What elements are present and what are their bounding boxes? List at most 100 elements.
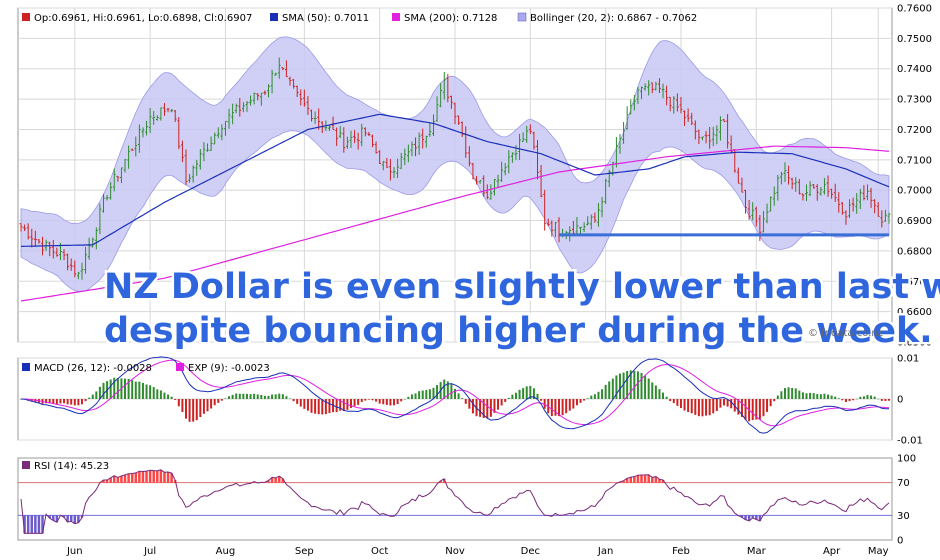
macd-histogram-bar bbox=[633, 370, 636, 399]
macd-histogram-bar bbox=[360, 399, 363, 402]
macd-histogram-bar bbox=[844, 399, 847, 402]
macd-histogram-bar bbox=[113, 377, 116, 399]
price-y-tick-label: 0.7600 bbox=[897, 4, 932, 15]
macd-histogram-bar bbox=[213, 399, 216, 406]
macd-histogram-bar bbox=[640, 373, 643, 399]
macd-histogram-bar bbox=[783, 388, 786, 399]
macd-histogram-bar bbox=[644, 375, 647, 399]
macd-histogram-bar bbox=[393, 399, 396, 406]
macd-histogram-bar bbox=[88, 397, 91, 399]
macd-histogram-bar bbox=[52, 399, 55, 404]
macd-histogram-bar bbox=[367, 399, 370, 400]
macd-histogram-bar bbox=[597, 391, 600, 399]
x-axis: Jun Jul Aug Sep Oct Nov Dec Jan Feb Mar Apr May bbox=[66, 546, 889, 557]
macd-histogram-bar bbox=[755, 399, 758, 420]
rsi-y-tick-label: 70 bbox=[897, 478, 910, 489]
macd-histogram-bar bbox=[371, 399, 374, 401]
macd-histogram-bar bbox=[708, 399, 711, 416]
macd-histogram-bar bbox=[715, 399, 718, 411]
macd-histogram-bar bbox=[712, 399, 715, 414]
macd-histogram-bar bbox=[812, 393, 815, 399]
macd-histogram-bar bbox=[48, 399, 51, 404]
macd-histogram-bar bbox=[30, 399, 33, 402]
macd-histogram-bar bbox=[357, 399, 360, 405]
macd-histogram-bar bbox=[464, 399, 467, 404]
macd-histogram-bar bbox=[701, 399, 704, 417]
month-tick-label-feb: Feb bbox=[672, 546, 690, 557]
sma50-legend-swatch bbox=[270, 13, 278, 21]
macd-histogram-bar bbox=[694, 399, 697, 415]
macd-histogram-bar bbox=[809, 392, 812, 399]
macd-histogram-bar bbox=[618, 373, 621, 399]
macd-histogram-bar bbox=[629, 370, 632, 399]
macd-histogram-bar bbox=[654, 385, 657, 399]
rsi-y-tick-label: 100 bbox=[897, 454, 916, 465]
macd-histogram-bar bbox=[138, 381, 141, 399]
macd-histogram-bar bbox=[63, 399, 66, 404]
macd-histogram-bar bbox=[819, 394, 822, 399]
macd-histogram-bar bbox=[737, 399, 740, 415]
macd-histogram-bar bbox=[242, 393, 245, 399]
sma200-legend-swatch bbox=[392, 13, 400, 21]
headline-line-2: despite bouncing higher during the week. bbox=[104, 311, 933, 351]
macd-histogram-bar bbox=[518, 389, 521, 399]
macd-histogram-bar bbox=[880, 399, 883, 401]
macd-histogram-bar bbox=[167, 394, 170, 399]
macd-histogram-bar bbox=[805, 393, 808, 399]
bollinger-legend-swatch bbox=[517, 12, 527, 22]
macd-histogram-bar bbox=[798, 390, 801, 399]
macd-histogram-bar bbox=[414, 393, 417, 399]
macd-histogram-bar bbox=[801, 392, 804, 399]
macd-histogram-bar bbox=[583, 399, 586, 401]
month-tick-label-jun: Jun bbox=[66, 546, 83, 557]
macd-histogram-bar bbox=[403, 398, 406, 400]
macd-y-tick-label: -0.01 bbox=[897, 436, 923, 447]
macd-histogram-bar bbox=[482, 399, 485, 419]
macd-histogram-bar bbox=[877, 398, 880, 400]
macd-histogram-bar bbox=[321, 399, 324, 415]
rsi-y-tick-label: 0 bbox=[897, 536, 903, 547]
macd-histogram-bar bbox=[66, 399, 69, 405]
macd-histogram-bar bbox=[816, 393, 819, 399]
macd-histogram-bar bbox=[382, 399, 385, 405]
macd-histogram-bar bbox=[859, 396, 862, 399]
bollinger-legend-text: Bollinger (20, 2): 0.6867 - 0.7062 bbox=[530, 13, 697, 24]
macd-histogram-bar bbox=[210, 399, 213, 409]
macd-histogram-bar bbox=[443, 379, 446, 399]
price-y-tick-label: 0.7000 bbox=[897, 186, 932, 197]
price-panel: 0.7600 0.7500 0.7400 0.7300 0.7200 0.7100 0.70… bbox=[17, 4, 932, 540]
macd-histogram-bar bbox=[558, 399, 561, 417]
exp-legend-text: EXP (9): -0.0023 bbox=[188, 363, 270, 374]
macd-histogram-bar bbox=[328, 399, 331, 414]
macd-histogram-bar bbox=[306, 399, 309, 411]
macd-histogram-bar bbox=[855, 398, 858, 400]
macd-histogram-bar bbox=[504, 399, 507, 402]
price-legend: Op:0.6961, Hi:0.6961, Lo:0.6898, Cl:0.69… bbox=[22, 12, 697, 24]
macd-histogram-bar bbox=[888, 399, 890, 401]
month-tick-label-sep: Sep bbox=[295, 546, 314, 557]
headline-annotation: NZ Dollar is even slightly lower than la… bbox=[102, 265, 940, 354]
month-tick-label-mar: Mar bbox=[747, 546, 767, 557]
macd-histogram-bar bbox=[561, 399, 564, 416]
macd-histogram-bar bbox=[292, 399, 295, 402]
macd-histogram-bar bbox=[177, 399, 180, 407]
macd-histogram-bar bbox=[263, 395, 266, 399]
macd-histogram-bar bbox=[317, 399, 320, 415]
macd-histogram-bar bbox=[626, 371, 629, 399]
macd-histogram-bar bbox=[425, 389, 428, 399]
macd-histogram-bar bbox=[260, 395, 263, 399]
macd-histogram-bar bbox=[45, 399, 48, 404]
rsi-legend-text: RSI (14): 45.23 bbox=[34, 461, 109, 472]
macd-histogram-bar bbox=[690, 399, 693, 414]
macd-histogram-bar bbox=[418, 391, 421, 399]
macd-histogram-bar bbox=[507, 397, 510, 399]
macd-histogram-bar bbox=[446, 381, 449, 399]
macd-histogram-bar bbox=[744, 399, 747, 420]
macd-histogram-bar bbox=[705, 399, 708, 416]
macd-histogram-bar bbox=[278, 393, 281, 399]
macd-histogram-bar bbox=[601, 389, 604, 399]
macd-histogram-bar bbox=[389, 399, 392, 406]
macd-histogram-bar bbox=[299, 399, 302, 407]
macd-histogram-bar bbox=[102, 382, 105, 399]
